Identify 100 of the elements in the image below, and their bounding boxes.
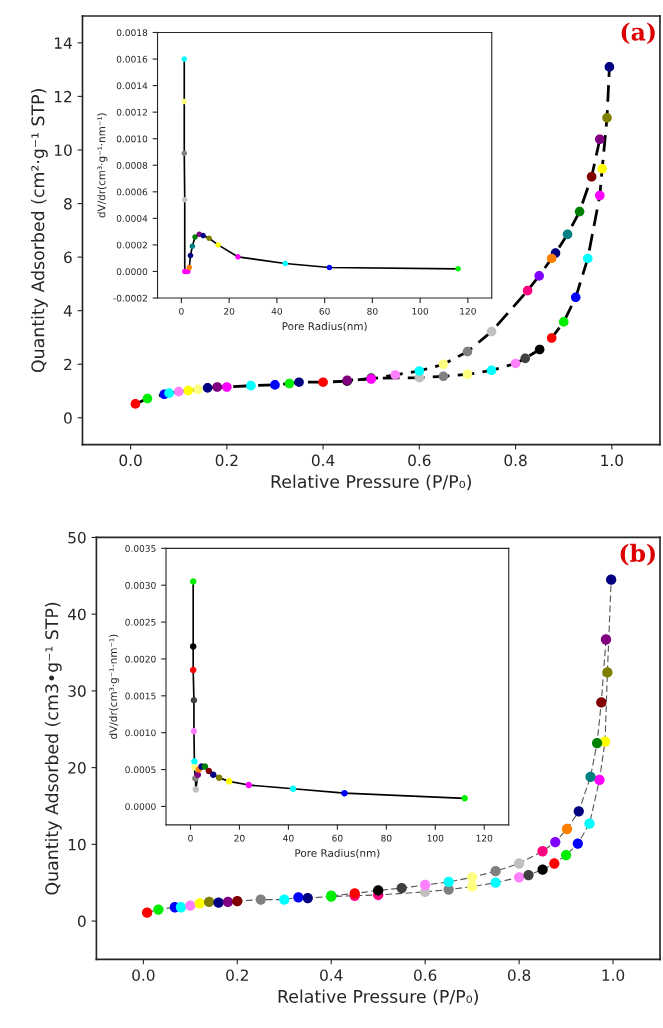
y-tick-label: 0.0030 bbox=[125, 581, 156, 589]
point bbox=[190, 727, 198, 735]
y-tick-label: 0.0008 bbox=[116, 161, 148, 169]
point bbox=[192, 786, 200, 793]
point bbox=[222, 382, 232, 392]
point bbox=[193, 384, 203, 395]
y-tick-label: 0 bbox=[77, 915, 86, 928]
x-axis-title: Relative Pressure (P/P₀) bbox=[278, 989, 478, 1005]
point bbox=[486, 326, 497, 337]
point bbox=[594, 190, 605, 201]
y-tick-label: 10 bbox=[54, 144, 72, 156]
point bbox=[572, 838, 583, 849]
point bbox=[175, 902, 187, 913]
point bbox=[604, 62, 615, 72]
y-tick-label: 0.0012 bbox=[116, 108, 147, 116]
point bbox=[194, 898, 205, 909]
point bbox=[189, 666, 197, 674]
y-tick-label: 0.0005 bbox=[125, 766, 156, 774]
point bbox=[466, 872, 478, 883]
x-tick-label: 0 bbox=[179, 307, 184, 315]
point bbox=[438, 359, 449, 370]
point bbox=[597, 163, 608, 174]
x-tick-label: 0.4 bbox=[311, 454, 335, 467]
y-tick-label: 0.0004 bbox=[116, 215, 148, 222]
x-tick-label: 0.4 bbox=[320, 969, 343, 981]
point bbox=[561, 823, 573, 835]
y-axis-title: dV/dr(cm³·g⁻¹·nm⁻¹) bbox=[97, 113, 108, 218]
y-tick-label: 0 bbox=[64, 412, 72, 424]
point bbox=[574, 206, 585, 217]
point bbox=[200, 232, 206, 239]
point bbox=[582, 253, 593, 264]
point bbox=[455, 266, 461, 272]
point bbox=[396, 882, 407, 894]
y-axis-title: dV/dr(cm³·g⁻¹·nm⁻¹) bbox=[109, 634, 120, 739]
x-tick-label: 0.8 bbox=[504, 454, 527, 467]
y-axis-title: Quantity Adsorbed (cm²·g⁻¹ STP) bbox=[30, 89, 48, 373]
x-tick-label: 100 bbox=[427, 834, 444, 842]
x-tick-label: 20 bbox=[234, 834, 245, 842]
y-tick-label: 0.0020 bbox=[125, 655, 156, 663]
point bbox=[173, 386, 184, 397]
point bbox=[181, 150, 188, 157]
y-tick-label: 0.0016 bbox=[116, 55, 148, 63]
point bbox=[558, 317, 569, 327]
point bbox=[189, 578, 197, 585]
point bbox=[164, 388, 174, 398]
point bbox=[513, 858, 525, 869]
point bbox=[462, 369, 473, 380]
point bbox=[341, 789, 348, 797]
point bbox=[210, 771, 217, 778]
point bbox=[318, 377, 328, 388]
y-tick-label: 50 bbox=[68, 531, 86, 544]
point bbox=[294, 377, 304, 388]
x-tick-label: 40 bbox=[283, 834, 294, 842]
point bbox=[602, 113, 612, 123]
point bbox=[189, 643, 197, 650]
point bbox=[130, 399, 141, 409]
x-tick-label: 0.0 bbox=[119, 454, 142, 467]
y-tick-label: 10 bbox=[68, 838, 86, 851]
point bbox=[537, 846, 548, 857]
point bbox=[190, 696, 198, 704]
y-tick-label: 0.0035 bbox=[125, 545, 156, 552]
x-tick-label: 0.6 bbox=[408, 454, 431, 467]
point bbox=[192, 234, 198, 240]
x-tick-label: 100 bbox=[412, 307, 429, 315]
point bbox=[225, 778, 233, 785]
y-tick-label: 0.0000 bbox=[116, 268, 148, 276]
point bbox=[215, 774, 223, 781]
point bbox=[420, 879, 431, 891]
x-tick-label: 0.8 bbox=[507, 969, 531, 981]
x-tick-label: 120 bbox=[460, 307, 476, 315]
point bbox=[235, 254, 241, 260]
point bbox=[562, 229, 573, 240]
y-tick-label: 40 bbox=[67, 608, 86, 621]
point bbox=[183, 385, 194, 396]
y-axis-title: Quantity Adsorbed (cm3•g⁻¹ STP) bbox=[44, 602, 62, 895]
point bbox=[438, 371, 449, 382]
y-tick-label: 0.0010 bbox=[125, 729, 156, 737]
y-tick-label: 0.0000 bbox=[125, 803, 156, 810]
point bbox=[203, 896, 215, 908]
point bbox=[486, 365, 497, 376]
y-tick-label: 0.0010 bbox=[116, 135, 148, 143]
point bbox=[550, 836, 561, 848]
x-tick-label: 20 bbox=[224, 307, 235, 315]
y-tick-label: 20 bbox=[68, 762, 86, 774]
y-tick-label: 12 bbox=[54, 90, 72, 103]
point bbox=[245, 781, 253, 789]
point bbox=[284, 378, 295, 389]
x-tick-label: 60 bbox=[332, 834, 343, 842]
point bbox=[520, 353, 531, 364]
x-tick-label: 1.0 bbox=[601, 454, 623, 467]
point bbox=[270, 380, 280, 390]
point bbox=[594, 134, 605, 145]
x-axis-title: Pore Radius(nm) bbox=[282, 322, 367, 332]
point bbox=[490, 866, 501, 877]
point bbox=[546, 253, 557, 264]
point bbox=[181, 196, 188, 203]
y-tick-label: 8 bbox=[64, 198, 72, 210]
point bbox=[205, 767, 213, 775]
point bbox=[186, 264, 193, 271]
y-tick-label: 0.0025 bbox=[125, 618, 156, 626]
